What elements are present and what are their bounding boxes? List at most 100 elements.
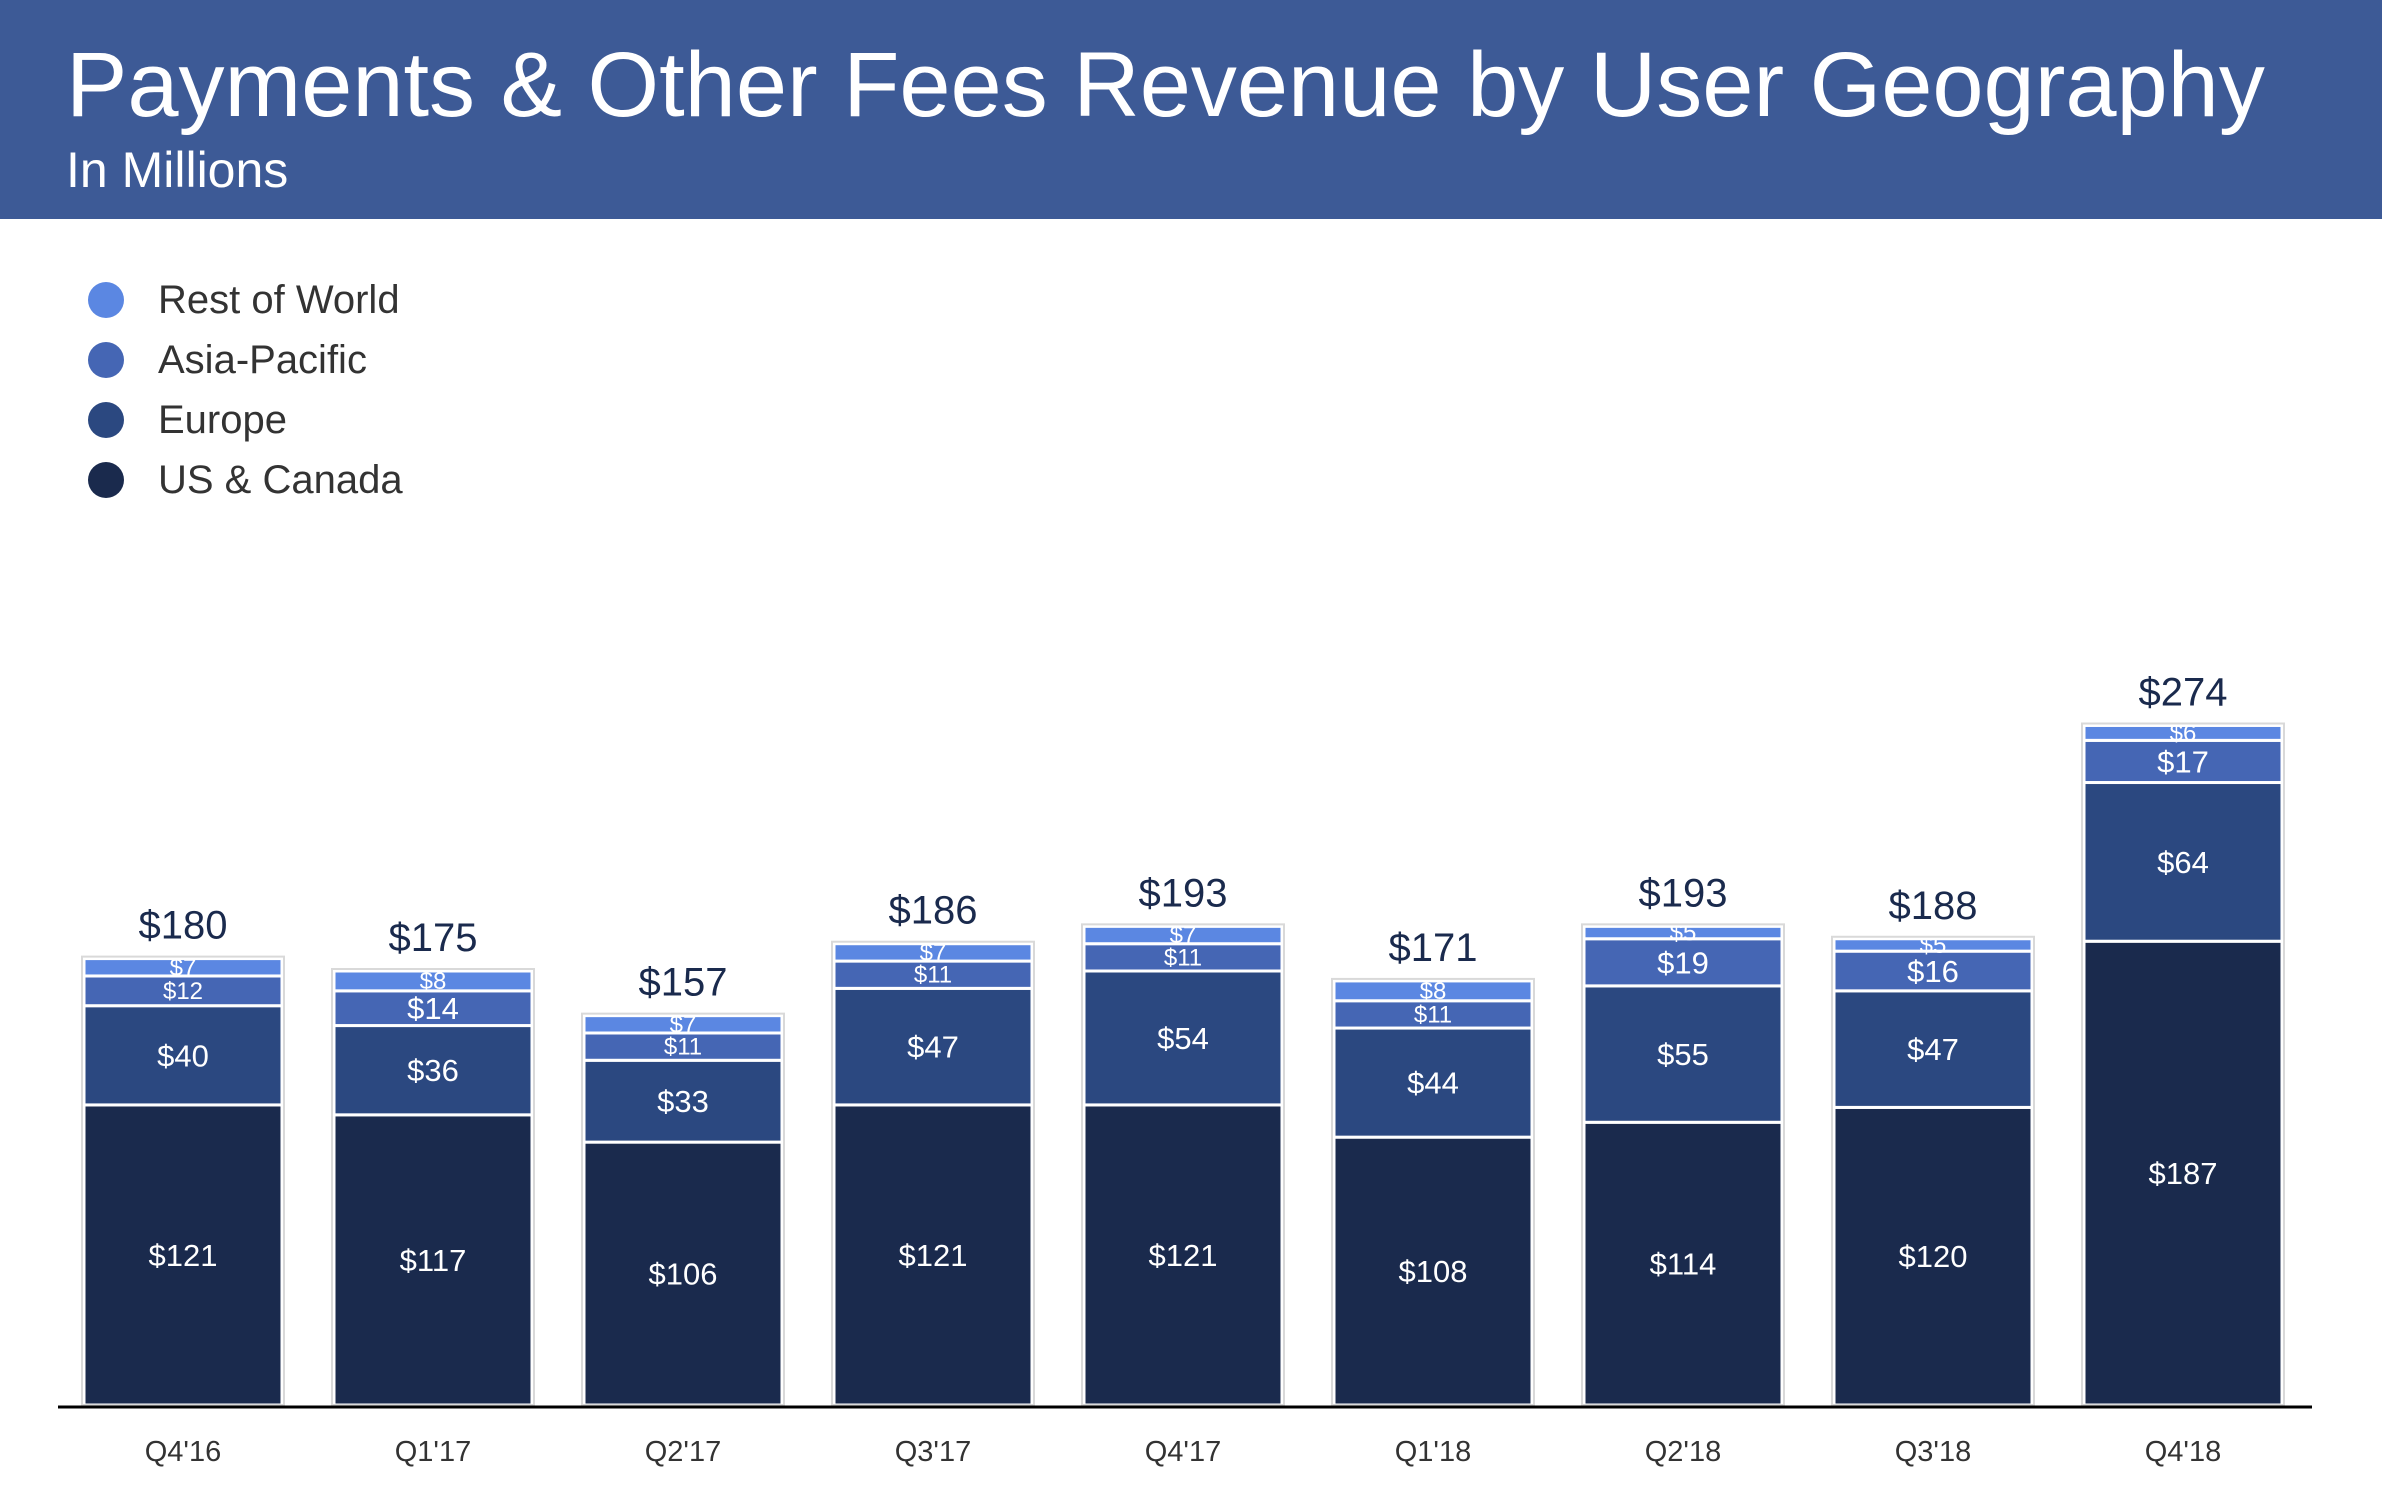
segment-value-label: $7 — [920, 939, 947, 966]
bar-segment-rest-of-world — [1832, 937, 2034, 953]
bar-segment-rest-of-world — [82, 957, 284, 978]
bar-segment-asia-pacific — [1082, 942, 1284, 973]
x-tick-label: Q2'18 — [1645, 1436, 1721, 1468]
segment-value-label: $40 — [157, 1038, 209, 1073]
bar-total-label: $175 — [389, 916, 478, 960]
bar-segment-asia-pacific — [582, 1031, 784, 1062]
segment-value-label: $121 — [1149, 1238, 1218, 1273]
bar-segment-us-canada — [1582, 1120, 1784, 1407]
segment-value-label: $8 — [420, 968, 447, 995]
legend-label: Europe — [158, 397, 287, 442]
bar-outline — [1831, 935, 2035, 1406]
bar-segment-rest-of-world — [832, 942, 1034, 963]
x-tick-label: Q2'17 — [645, 1436, 721, 1468]
segment-value-label: $17 — [2157, 744, 2209, 779]
bar-segment-europe — [1832, 989, 2034, 1109]
bar-total-label: $180 — [139, 904, 228, 948]
legend-item-europe: Europe — [88, 390, 403, 450]
bar-segment-europe — [82, 1004, 284, 1107]
bar-outline — [581, 1012, 785, 1406]
x-tick-label: Q4'16 — [145, 1436, 221, 1468]
bar-segment-europe — [582, 1058, 784, 1144]
segment-value-label: $8 — [1420, 978, 1447, 1005]
segment-value-label: $11 — [1164, 944, 1202, 971]
segment-value-label: $7 — [170, 954, 197, 981]
bar-segment-europe — [2082, 781, 2284, 943]
bar-segment-us-canada — [1082, 1103, 1284, 1407]
bar-outline — [81, 955, 285, 1406]
bar-total-label: $157 — [639, 961, 728, 1005]
legend-swatch-rest-of-world — [88, 282, 124, 318]
bar-outline — [1331, 977, 1535, 1406]
x-tick-label: Q1'17 — [395, 1436, 471, 1468]
bar-total-label: $188 — [1889, 884, 1978, 928]
x-tick-label: Q1'18 — [1395, 1436, 1471, 1468]
legend-item-rest-of-world: Rest of World — [88, 270, 403, 330]
title-banner: Payments & Other Fees Revenue by User Ge… — [0, 0, 2382, 219]
bar-total-label: $193 — [1139, 871, 1228, 915]
bar-outline — [2081, 722, 2285, 1406]
x-tick-label: Q4'17 — [1145, 1436, 1221, 1468]
bar-segment-europe — [1332, 1026, 1534, 1139]
segment-value-label: $54 — [1157, 1021, 1209, 1056]
segment-value-label: $121 — [899, 1238, 968, 1273]
legend-item-us-canada: US & Canada — [88, 450, 403, 510]
segment-value-label: $55 — [1657, 1037, 1709, 1072]
segment-value-label: $11 — [914, 962, 952, 989]
chart-legend: Rest of World Asia-Pacific Europe US & C… — [88, 270, 403, 510]
bar-segment-rest-of-world — [582, 1014, 784, 1035]
bar-segment-europe — [1582, 984, 1784, 1124]
segment-value-label: $114 — [1650, 1247, 1717, 1282]
segment-value-label: $12 — [163, 978, 203, 1005]
bar-segment-us-canada — [2082, 939, 2284, 1407]
segment-value-label: $120 — [1899, 1239, 1968, 1274]
segment-value-label: $33 — [657, 1084, 709, 1119]
bar-segment-asia-pacific — [2082, 738, 2284, 785]
bar-segment-us-canada — [582, 1140, 784, 1407]
legend-item-asia-pacific: Asia-Pacific — [88, 330, 403, 390]
segment-value-label: $16 — [1907, 954, 1959, 989]
x-tick-label: Q3'17 — [895, 1436, 971, 1468]
segment-value-label: $11 — [664, 1034, 702, 1061]
segment-value-label: $121 — [149, 1238, 218, 1273]
bar-segment-europe — [332, 1024, 534, 1117]
legend-label: US & Canada — [158, 457, 403, 502]
bar-segment-rest-of-world — [332, 969, 534, 993]
x-tick-label: Q3'18 — [1895, 1436, 1971, 1468]
segment-value-label: $7 — [1170, 922, 1197, 949]
bar-outline — [1081, 923, 1285, 1406]
chart-title: Payments & Other Fees Revenue by User Ge… — [66, 34, 2265, 136]
bar-segment-asia-pacific — [332, 989, 534, 1028]
bar-total-label: $274 — [2139, 670, 2228, 714]
legend-label: Rest of World — [158, 277, 400, 322]
x-tick-label: Q4'18 — [2145, 1436, 2221, 1468]
segment-value-label: $19 — [1657, 945, 1709, 980]
bar-outline — [331, 968, 535, 1406]
bar-outline — [1581, 923, 1785, 1406]
chart-subtitle: In Millions — [66, 142, 289, 198]
segment-value-label: $44 — [1407, 1066, 1459, 1101]
bar-segment-rest-of-world — [1332, 979, 1534, 1003]
bar-segment-rest-of-world — [2082, 723, 2284, 742]
bar-total-label: $171 — [1389, 926, 1478, 970]
segment-value-label: $108 — [1399, 1254, 1468, 1289]
bar-segment-asia-pacific — [1832, 949, 2034, 993]
bar-segment-europe — [832, 986, 1034, 1107]
legend-swatch-europe — [88, 402, 124, 438]
legend-label: Asia-Pacific — [158, 337, 367, 382]
segment-value-label: $64 — [2157, 845, 2209, 880]
segment-value-label: $7 — [670, 1011, 697, 1038]
segment-value-label: $117 — [400, 1243, 467, 1278]
bar-segment-us-canada — [1832, 1105, 2034, 1407]
segment-value-label: $14 — [407, 991, 459, 1026]
bar-outline — [831, 940, 1035, 1406]
legend-swatch-us-canada — [88, 462, 124, 498]
segment-value-label: $36 — [407, 1053, 459, 1088]
legend-swatch-asia-pacific — [88, 342, 124, 378]
segment-value-label: $11 — [1414, 1001, 1452, 1028]
bar-total-label: $193 — [1639, 871, 1728, 915]
segment-value-label: $106 — [649, 1257, 718, 1292]
bar-segment-us-canada — [82, 1103, 284, 1407]
bar-segment-rest-of-world — [1082, 924, 1284, 946]
